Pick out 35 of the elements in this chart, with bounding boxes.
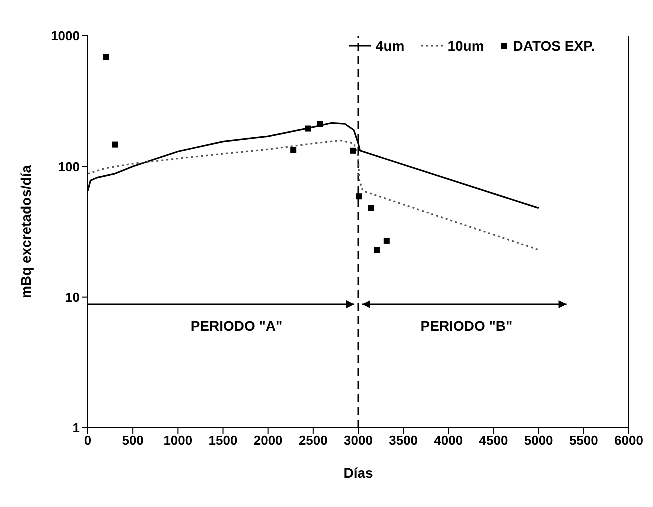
x-axis-title: Días	[344, 465, 374, 481]
legend-label: 10um	[446, 38, 484, 54]
point	[305, 126, 312, 132]
annotation: PERIODO "A"	[190, 318, 283, 334]
legend-label: DATOS EXP.	[512, 38, 595, 54]
x-tick-label: 0	[84, 433, 92, 448]
x-tick-label: 6000	[614, 433, 644, 448]
point	[356, 194, 362, 200]
x-tick-label: 500	[122, 433, 144, 448]
y-tick-label: 100	[58, 159, 80, 174]
point	[368, 205, 374, 212]
x-tick-label: 3000	[344, 433, 373, 448]
point	[374, 247, 380, 254]
legend-label: 4um	[374, 38, 405, 54]
x-tick-label: 1000	[164, 433, 193, 448]
point	[112, 142, 118, 148]
y-tick-label: 1000	[51, 28, 80, 44]
x-tick-label: 5500	[569, 433, 598, 448]
x-tick-label: 2000	[254, 433, 283, 448]
x-tick-label: 4000	[434, 433, 464, 448]
point	[350, 148, 356, 154]
y-axis-title: mBq excretados/día	[18, 165, 34, 299]
x-tick-label: 5000	[524, 433, 554, 448]
annotation: PERIODO "B"	[420, 318, 513, 334]
point	[103, 54, 110, 60]
y-tick-label: 1	[72, 420, 80, 436]
point	[290, 147, 297, 154]
y-tick-label: 10	[66, 290, 80, 305]
x-tick-label: 3500	[389, 433, 418, 448]
x-tick-label: 2500	[298, 433, 328, 448]
x-tick-label: 4500	[479, 433, 508, 448]
x-tick-label: 1500	[208, 433, 238, 448]
line-series	[88, 140, 540, 251]
point	[384, 238, 390, 244]
point	[317, 121, 324, 128]
